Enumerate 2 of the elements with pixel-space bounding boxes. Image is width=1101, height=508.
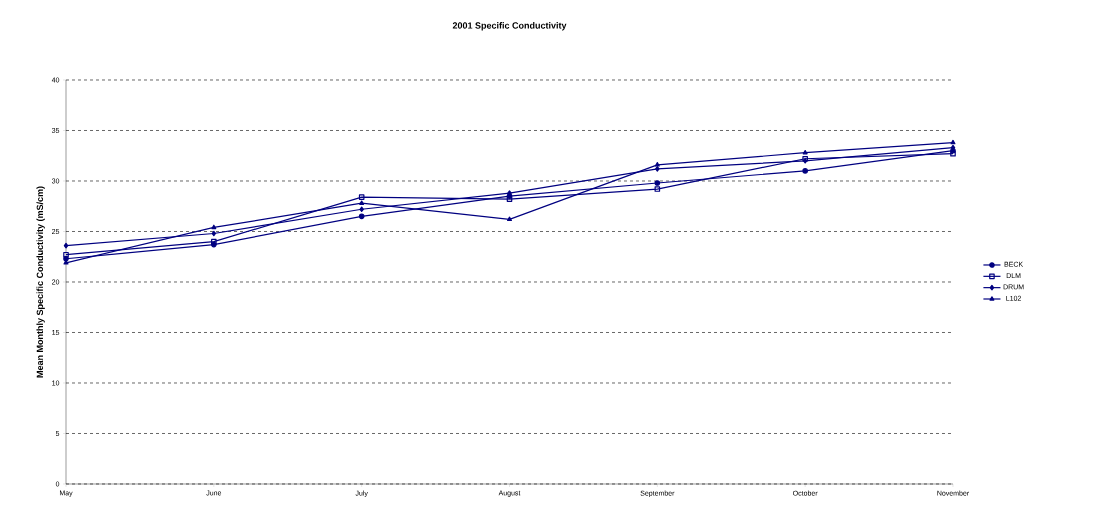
chart-title: 2001 Specific Conductivity: [452, 22, 567, 31]
y-axis-title: Mean Monthly Specific Conductivity (mS/cm): [36, 186, 45, 378]
